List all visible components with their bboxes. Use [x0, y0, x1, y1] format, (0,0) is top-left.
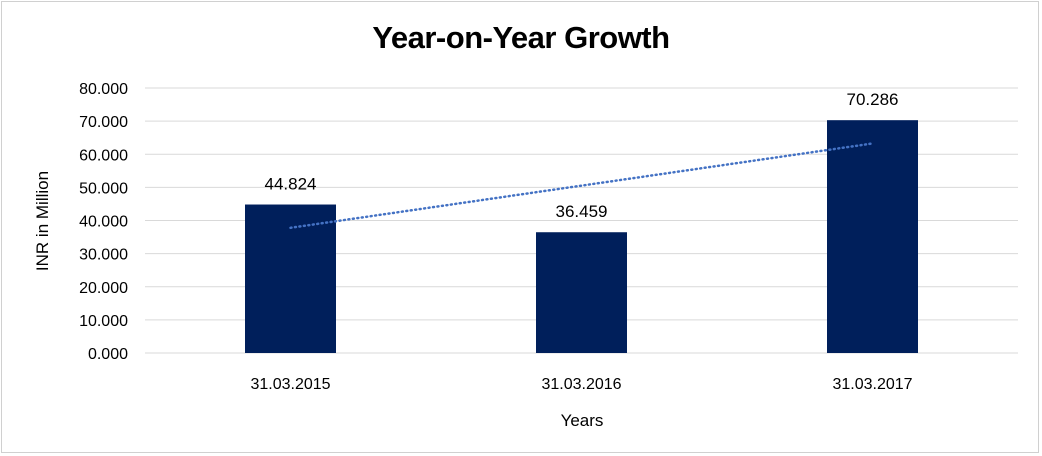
y-tick-label: 60.000: [79, 147, 128, 164]
chart-title: Year-on-Year Growth: [372, 20, 670, 55]
y-tick-label: 20.000: [79, 280, 128, 297]
trendline: [289, 142, 874, 230]
x-tick-label: 31.03.2017: [832, 376, 912, 393]
y-tick-label: 50.000: [79, 180, 128, 197]
y-tick-label: 80.000: [79, 81, 128, 98]
data-label: 36.459: [556, 202, 608, 221]
bar: [536, 232, 627, 353]
x-tick-label: 31.03.2015: [250, 376, 330, 393]
x-axis-ticks: 31.03.2015 31.03.2016 31.03.2017: [250, 376, 912, 393]
trendline-line: [289, 142, 874, 230]
y-axis-ticks: 0.000 10.000 20.000 30.000 40.000 50.000 60.00…: [79, 81, 128, 363]
y-tick-label: 10.000: [79, 313, 128, 330]
data-label: 70.286: [847, 90, 899, 109]
y-tick-label: 70.000: [79, 114, 128, 131]
y-tick-label: 40.000: [79, 214, 128, 231]
x-tick-label: 31.03.2016: [541, 376, 621, 393]
y-tick-label: 0.000: [88, 346, 128, 363]
data-label: 44.824: [265, 175, 317, 194]
data-labels: 44.824 36.459 70.286: [265, 90, 899, 221]
x-axis-label: Years: [561, 411, 604, 430]
y-axis-label: INR in Million: [33, 171, 52, 271]
bars: [245, 120, 918, 353]
bar: [827, 120, 918, 353]
y-tick-label: 30.000: [79, 247, 128, 264]
bar: [245, 204, 336, 353]
